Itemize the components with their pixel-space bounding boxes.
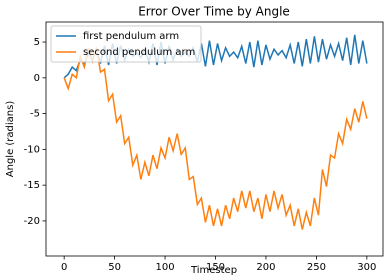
y-tick-label: 0 xyxy=(34,73,40,84)
x-tick-label: 250 xyxy=(307,262,326,273)
x-tick-label: 50 xyxy=(108,262,121,273)
x-tick-label: 0 xyxy=(61,262,67,273)
plot-frame xyxy=(45,21,384,257)
y-tick-label: -10 xyxy=(24,144,40,155)
y-axis-label: Angle (radians) xyxy=(5,101,16,178)
legend-label: second pendulum arm xyxy=(83,47,195,58)
x-tick-label: 200 xyxy=(256,262,275,273)
y-tick-label: -5 xyxy=(30,109,40,120)
x-axis-label: Timestep xyxy=(190,265,237,276)
x-tick-label: 100 xyxy=(156,262,175,273)
y-tick-label: -20 xyxy=(24,216,40,227)
y-tick-label: 5 xyxy=(34,37,40,48)
series-line xyxy=(63,47,368,230)
x-tick-label: 150 xyxy=(206,262,225,273)
y-tick-label: -15 xyxy=(24,180,40,191)
chart-title: Error Over Time by Angle xyxy=(138,5,290,19)
x-tick-label: 300 xyxy=(357,262,376,273)
legend-box xyxy=(50,25,202,63)
legend-label: first pendulum arm xyxy=(83,31,179,42)
